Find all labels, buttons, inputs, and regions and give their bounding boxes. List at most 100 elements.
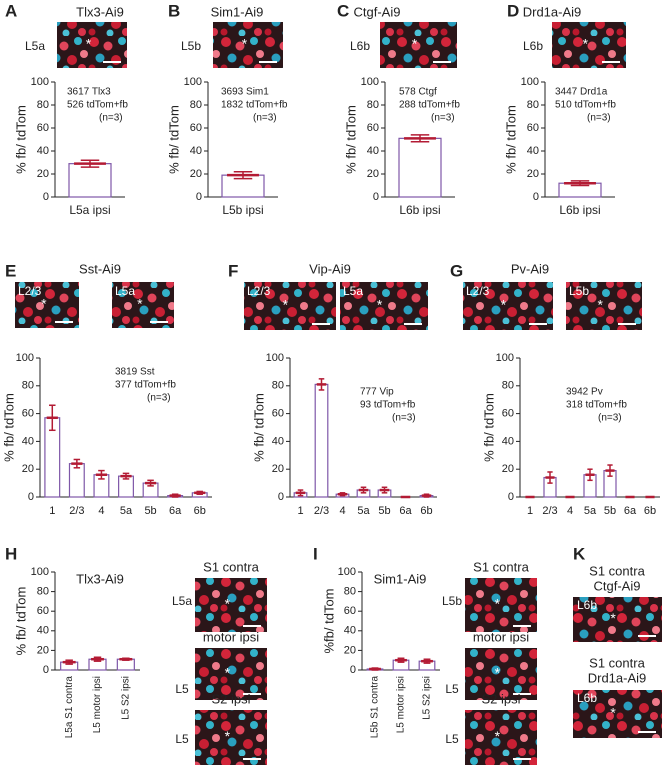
cell-marker: * [377, 297, 383, 313]
image-label: L5 [445, 682, 459, 696]
y-tick-label: 40 [37, 625, 49, 637]
y-tick-label: 0 [350, 664, 356, 676]
panel-letter: H [5, 544, 17, 563]
x-tick-label: 6b [194, 505, 206, 517]
panel-title: Tlx3-Ai9 [76, 4, 124, 19]
y-tick-label: 100 [184, 76, 202, 88]
panel-title: Sim1-Ai9 [211, 4, 264, 19]
y-tick-label: 40 [527, 145, 539, 157]
panel-title: Sst-Ai9 [79, 261, 121, 276]
y-axis-label: % fb/ tdTom [1, 393, 16, 462]
x-tick-label: L5b ipsi [222, 203, 263, 217]
y-tick-label: 20 [367, 168, 379, 180]
y-tick-label: 20 [344, 644, 356, 656]
cell-marker: * [501, 297, 507, 313]
micrograph [552, 22, 626, 68]
cell-marker: * [597, 297, 603, 313]
y-tick-label: 0 [508, 491, 514, 503]
micrograph [465, 578, 537, 632]
y-tick-label: 60 [22, 408, 34, 420]
annotation: 93 tdTom+fb [360, 400, 416, 411]
image-label: L5b [442, 594, 462, 608]
x-tick-label: L5 motor ipsi [92, 676, 103, 733]
x-tick-label: 5b [604, 505, 616, 517]
y-tick-label: 60 [502, 408, 514, 420]
y-tick-label: 0 [373, 191, 379, 203]
y-tick-label: 100 [16, 352, 34, 364]
image-label: L5 [445, 732, 459, 746]
y-tick-label: 80 [272, 380, 284, 392]
x-tick-label: 4 [98, 505, 104, 517]
micrograph [15, 282, 79, 328]
cell-marker: * [137, 296, 143, 312]
image-title: S1 contra [589, 655, 645, 670]
image-title: S2 ipsi [211, 691, 250, 706]
y-tick-label: 100 [338, 566, 356, 578]
micrograph [566, 282, 642, 330]
annotation: 1832 tdTom+fb [221, 100, 288, 111]
annotation: 318 tdTom+fb [566, 400, 627, 411]
bar [68, 163, 112, 198]
image-label: L5b [181, 39, 201, 53]
x-tick-label: L6b ipsi [559, 203, 600, 217]
annotation: 3617 Tlx3 [67, 87, 111, 98]
cell-marker: * [495, 665, 501, 681]
x-tick-label: L5b S1 contra [370, 676, 381, 739]
y-tick-label: 40 [344, 625, 356, 637]
y-axis-label: % fb/ tdTom [13, 587, 28, 656]
micrograph [213, 22, 283, 68]
x-tick-label: 6a [399, 505, 412, 517]
cell-marker: * [610, 705, 616, 721]
image-label: L5b [569, 284, 589, 298]
image-label: L6b [577, 691, 597, 705]
x-tick-label: L5a ipsi [69, 203, 110, 217]
y-axis-label: % fb/ tdTom [481, 393, 496, 462]
y-tick-label: 40 [190, 145, 202, 157]
micrograph [195, 578, 267, 632]
annotation: 3693 Sim1 [221, 87, 269, 98]
x-tick-label: L5a S1 contra [64, 676, 75, 739]
x-tick-label: 5b [378, 505, 390, 517]
panel-title: Pv-Ai9 [511, 261, 549, 276]
y-tick-label: 20 [272, 463, 284, 475]
micrograph [340, 282, 428, 330]
annotation: (n=3) [598, 413, 622, 424]
cell-marker: * [495, 728, 501, 744]
cell-marker: * [41, 296, 47, 312]
x-tick-label: 4 [567, 505, 573, 517]
y-tick-label: 100 [266, 352, 284, 364]
x-tick-label: 6a [624, 505, 637, 517]
micrograph [244, 282, 336, 330]
y-tick-label: 20 [37, 168, 49, 180]
image-label: L6b [577, 598, 597, 612]
y-tick-label: 20 [527, 168, 539, 180]
image-title: Ctgf-Ai9 [594, 578, 641, 593]
cell-marker: * [225, 665, 231, 681]
x-tick-label: 1 [527, 505, 533, 517]
cell-marker: * [225, 596, 231, 612]
micrograph [195, 648, 267, 700]
micrograph [573, 597, 662, 642]
y-tick-label: 60 [37, 122, 49, 134]
y-axis-label: % fb/ tdTom [343, 105, 358, 174]
y-tick-label: 100 [361, 76, 379, 88]
panel-letter: C [337, 1, 349, 20]
x-tick-label: 5a [584, 505, 597, 517]
image-label: L2/3 [247, 284, 271, 298]
bar [398, 137, 442, 198]
micrograph [465, 710, 537, 765]
panel-letter: B [168, 1, 180, 20]
y-tick-label: 20 [37, 644, 49, 656]
cell-marker: * [583, 36, 589, 52]
panel-title: Tlx3-Ai9 [76, 571, 124, 586]
y-tick-label: 0 [43, 191, 49, 203]
cell-marker: * [86, 36, 92, 52]
y-tick-label: 40 [22, 435, 34, 447]
annotation: 3819 Sst [115, 367, 155, 378]
annotation: 777 Vip [360, 387, 394, 398]
x-tick-label: L5 S2 ipsi [120, 676, 131, 720]
panel-title: Sim1-Ai9 [374, 571, 427, 586]
x-tick-label: 1 [49, 505, 55, 517]
annotation: 3447 Drd1a [555, 87, 608, 98]
micrograph [573, 690, 662, 738]
